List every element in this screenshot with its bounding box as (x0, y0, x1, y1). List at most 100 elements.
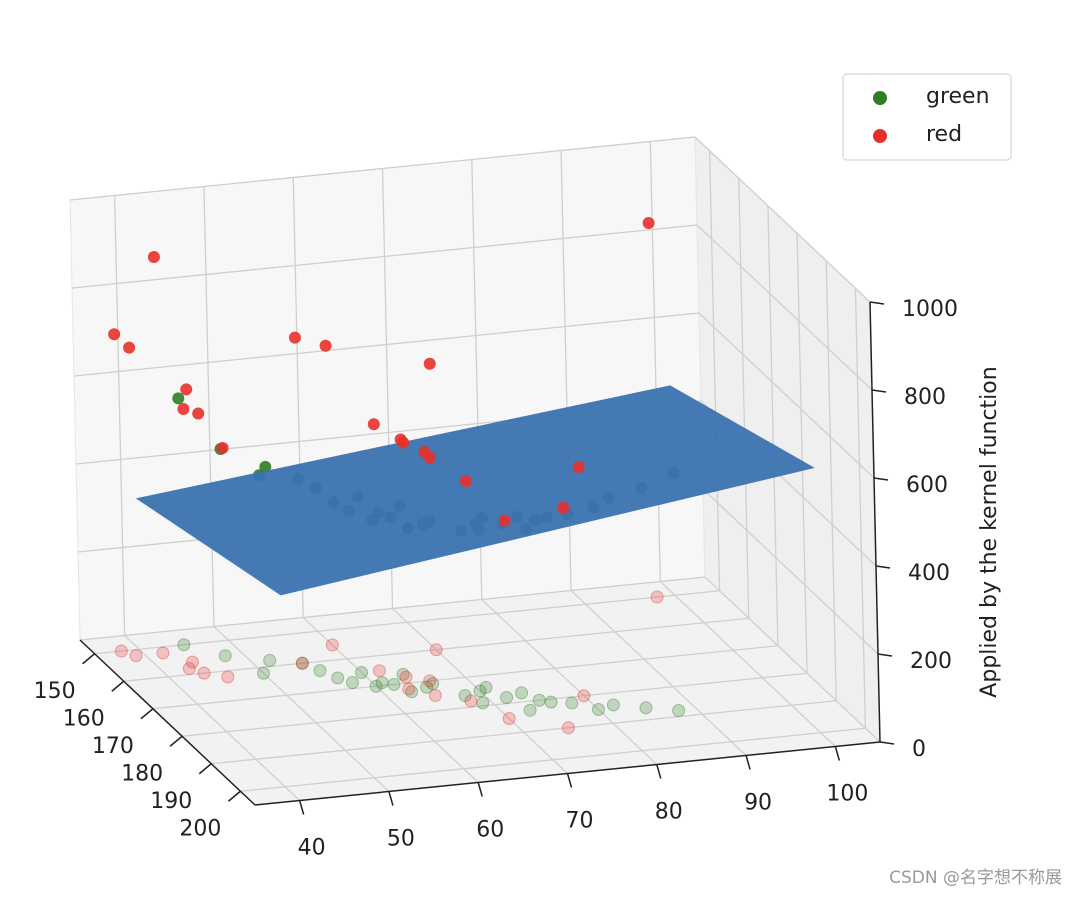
x-tick-label: 180 (121, 761, 163, 786)
point (288, 331, 301, 344)
grid-line (854, 288, 867, 729)
point-shadow (577, 689, 591, 703)
point-shadow (375, 676, 389, 690)
grid-line (698, 312, 875, 479)
point (367, 418, 380, 431)
grid-line (825, 260, 837, 701)
x-tick (198, 763, 212, 775)
point-shadow (399, 670, 413, 684)
grid-line (481, 599, 658, 765)
y-tick-label: 70 (566, 809, 594, 834)
x-axis (79, 639, 256, 806)
point-shadow (325, 638, 339, 652)
point (192, 407, 205, 420)
point-shadow (218, 649, 232, 663)
point-shadow (182, 662, 196, 676)
point (498, 514, 511, 527)
point (259, 460, 272, 473)
grid-line (570, 590, 747, 756)
grid-line (767, 205, 779, 646)
point-shadow (502, 712, 516, 725)
point (572, 460, 585, 473)
point-shadow (561, 721, 575, 735)
x-tick (82, 653, 96, 665)
point-shadow (428, 689, 442, 702)
x-tick-label: 170 (92, 734, 134, 759)
z-axis-label: Applied by the kernel function (977, 366, 1002, 697)
point (642, 217, 655, 230)
z-tick-label: 200 (910, 649, 952, 674)
point-shadow (313, 664, 327, 678)
grid-line (649, 141, 662, 582)
x-tick (227, 790, 241, 802)
grid-line (702, 488, 879, 655)
legend-marker (873, 129, 887, 143)
x-tick-label: 200 (179, 816, 221, 841)
z-tick (869, 301, 885, 305)
z-tick-label: 400 (908, 561, 950, 586)
point-shadow (458, 689, 472, 703)
x-tick (111, 680, 125, 692)
y-tick-label: 90 (744, 791, 772, 816)
legend-label: red (926, 122, 962, 147)
point-shadow (402, 682, 416, 696)
x-tick-label: 150 (34, 679, 76, 704)
grid-line (704, 576, 881, 743)
point-shadow (295, 656, 309, 670)
point-shadow (464, 694, 478, 708)
point-shadow (532, 693, 546, 707)
z-tick (877, 653, 893, 657)
point-shadow (565, 696, 579, 710)
point-shadow (263, 653, 277, 667)
x-tick (140, 708, 154, 720)
grid-line (694, 136, 871, 303)
decision-surface (135, 385, 815, 596)
grid-line (659, 581, 836, 747)
y-tick-label: 50 (387, 827, 415, 852)
point (172, 392, 185, 405)
grid-line (302, 617, 479, 783)
point (319, 339, 332, 352)
point-shadow (606, 698, 620, 712)
y-tick-label: 80 (655, 800, 683, 825)
y-tick (477, 782, 483, 797)
point-shadow (523, 703, 537, 717)
y-tick (656, 764, 662, 779)
watermark: CSDN @名字想不称展 (889, 868, 1062, 888)
y-tick (388, 791, 394, 806)
point-shadow (369, 679, 383, 693)
y-tick (298, 800, 305, 815)
point-shadow (476, 696, 490, 710)
point-shadow (423, 674, 437, 688)
point (147, 250, 160, 263)
point-shadow (591, 703, 605, 716)
point-shadow (197, 666, 211, 680)
grid-line (796, 233, 808, 674)
z-tick (875, 565, 891, 569)
point (180, 383, 193, 396)
point (108, 328, 121, 341)
x-tick (169, 735, 183, 747)
y-tick-label: 100 (826, 782, 868, 807)
point-shadow (515, 686, 529, 700)
z-tick (873, 477, 889, 481)
point-shadow (221, 670, 235, 684)
point-shadow (672, 704, 686, 718)
grid-line (708, 150, 721, 591)
x-tick-label: 190 (150, 789, 192, 814)
z-tick (871, 389, 887, 393)
grid-line (738, 178, 750, 619)
y-tick (834, 746, 841, 761)
grid-line (203, 186, 215, 627)
point-shadow (331, 671, 345, 685)
point-shadow (396, 667, 410, 681)
grid-line (392, 608, 568, 774)
point-shadow (479, 680, 493, 694)
point-shadow (114, 644, 128, 658)
z-tick (879, 741, 895, 745)
legend-marker (873, 91, 887, 105)
point-shadow (257, 666, 271, 680)
z-axis (869, 301, 881, 743)
z-tick-label: 800 (904, 385, 946, 410)
grid-line (113, 195, 126, 636)
